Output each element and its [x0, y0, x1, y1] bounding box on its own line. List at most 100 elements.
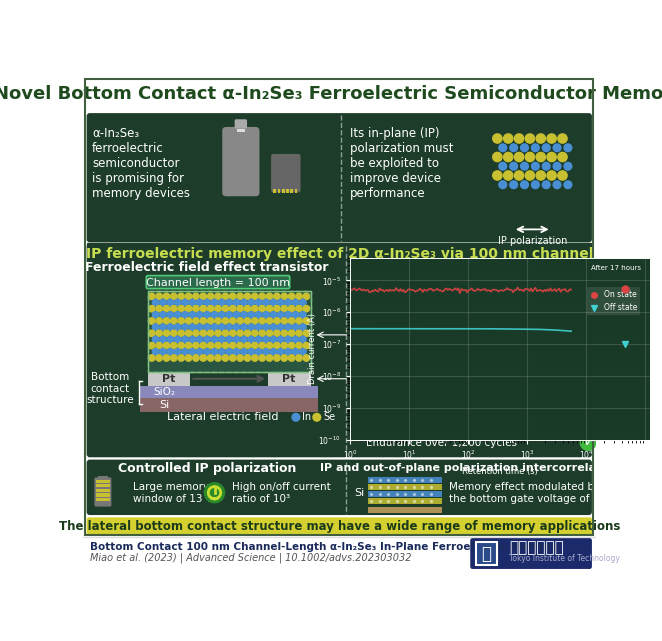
Circle shape	[214, 306, 221, 312]
Circle shape	[520, 181, 528, 188]
Circle shape	[504, 153, 513, 162]
Circle shape	[281, 342, 287, 349]
Circle shape	[160, 299, 166, 306]
Circle shape	[510, 181, 518, 188]
Circle shape	[233, 337, 240, 343]
Circle shape	[289, 330, 295, 337]
Circle shape	[189, 349, 196, 355]
Circle shape	[292, 413, 300, 421]
Circle shape	[204, 324, 211, 330]
Circle shape	[277, 312, 284, 318]
Circle shape	[207, 342, 214, 349]
Circle shape	[214, 342, 221, 349]
Circle shape	[292, 324, 299, 330]
Circle shape	[244, 342, 251, 349]
Text: Stable retention for 17 hours: Stable retention for 17 hours	[377, 424, 528, 434]
Circle shape	[214, 330, 221, 337]
Circle shape	[197, 312, 203, 318]
Circle shape	[178, 342, 185, 349]
Circle shape	[259, 306, 265, 312]
Circle shape	[259, 330, 265, 337]
FancyBboxPatch shape	[87, 517, 592, 536]
Circle shape	[303, 330, 310, 337]
Bar	[476, 542, 497, 565]
Circle shape	[156, 318, 162, 324]
Circle shape	[252, 293, 258, 299]
Bar	[83, 77, 596, 112]
Circle shape	[204, 337, 211, 343]
Circle shape	[256, 312, 262, 318]
Circle shape	[289, 342, 295, 349]
Circle shape	[230, 306, 236, 312]
Text: In: In	[302, 412, 311, 422]
Circle shape	[281, 293, 287, 299]
Circle shape	[248, 349, 255, 355]
Circle shape	[292, 349, 299, 355]
Text: SiO₂: SiO₂	[153, 387, 175, 397]
FancyBboxPatch shape	[271, 154, 301, 192]
Circle shape	[259, 342, 265, 349]
Text: IP polarization: IP polarization	[498, 237, 567, 246]
Circle shape	[547, 153, 556, 162]
Bar	[96, 479, 110, 483]
Bar	[98, 476, 107, 478]
Circle shape	[296, 330, 303, 337]
Circle shape	[171, 293, 177, 299]
Circle shape	[248, 337, 255, 343]
Circle shape	[164, 330, 169, 337]
Bar	[83, 537, 596, 570]
Circle shape	[499, 144, 506, 152]
Circle shape	[553, 181, 561, 188]
Text: Pt: Pt	[282, 374, 296, 384]
Circle shape	[493, 153, 502, 162]
Text: After 17 hours: After 17 hours	[591, 265, 641, 271]
Circle shape	[205, 483, 224, 503]
Bar	[268, 372, 310, 386]
Circle shape	[148, 342, 155, 349]
Circle shape	[222, 306, 228, 312]
Circle shape	[514, 171, 524, 180]
Circle shape	[204, 349, 211, 355]
Circle shape	[237, 342, 244, 349]
Circle shape	[244, 330, 251, 337]
Circle shape	[285, 349, 291, 355]
Bar	[87, 243, 592, 267]
Text: IP and out-of-plane polarization intercorrelation: IP and out-of-plane polarization interco…	[320, 463, 620, 473]
Bar	[96, 498, 110, 501]
Circle shape	[532, 144, 540, 152]
Circle shape	[178, 354, 185, 362]
Circle shape	[289, 293, 295, 299]
Bar	[295, 188, 297, 193]
Text: Miao et al. (2023) | Advanced Science | 10.1002/advs.202303032: Miao et al. (2023) | Advanced Science | …	[91, 553, 412, 563]
Text: Controlled IP polarization: Controlled IP polarization	[118, 462, 296, 474]
Circle shape	[218, 337, 225, 343]
Bar	[96, 489, 110, 492]
Circle shape	[289, 306, 295, 312]
Circle shape	[296, 342, 303, 349]
FancyBboxPatch shape	[87, 243, 592, 457]
Text: Memory performance: Memory performance	[395, 262, 545, 274]
Circle shape	[296, 293, 303, 299]
Bar	[140, 386, 318, 398]
Circle shape	[171, 330, 177, 337]
FancyBboxPatch shape	[146, 276, 290, 288]
Circle shape	[281, 318, 287, 324]
Circle shape	[285, 299, 291, 306]
Circle shape	[270, 337, 277, 343]
Circle shape	[300, 299, 306, 306]
Circle shape	[182, 299, 188, 306]
FancyBboxPatch shape	[95, 478, 111, 506]
Circle shape	[536, 171, 545, 180]
Circle shape	[273, 354, 280, 362]
Circle shape	[211, 349, 218, 355]
Text: High on/off current
ratio of 10³: High on/off current ratio of 10³	[232, 482, 330, 504]
Text: Ferroelectric field effect transistor: Ferroelectric field effect transistor	[85, 262, 328, 274]
Circle shape	[226, 349, 232, 355]
Text: Endurance over 1,200 cycles: Endurance over 1,200 cycles	[365, 438, 516, 447]
Circle shape	[222, 318, 228, 324]
Circle shape	[189, 324, 196, 330]
Circle shape	[233, 299, 240, 306]
Circle shape	[296, 318, 303, 324]
Circle shape	[300, 349, 306, 355]
Circle shape	[504, 171, 513, 180]
